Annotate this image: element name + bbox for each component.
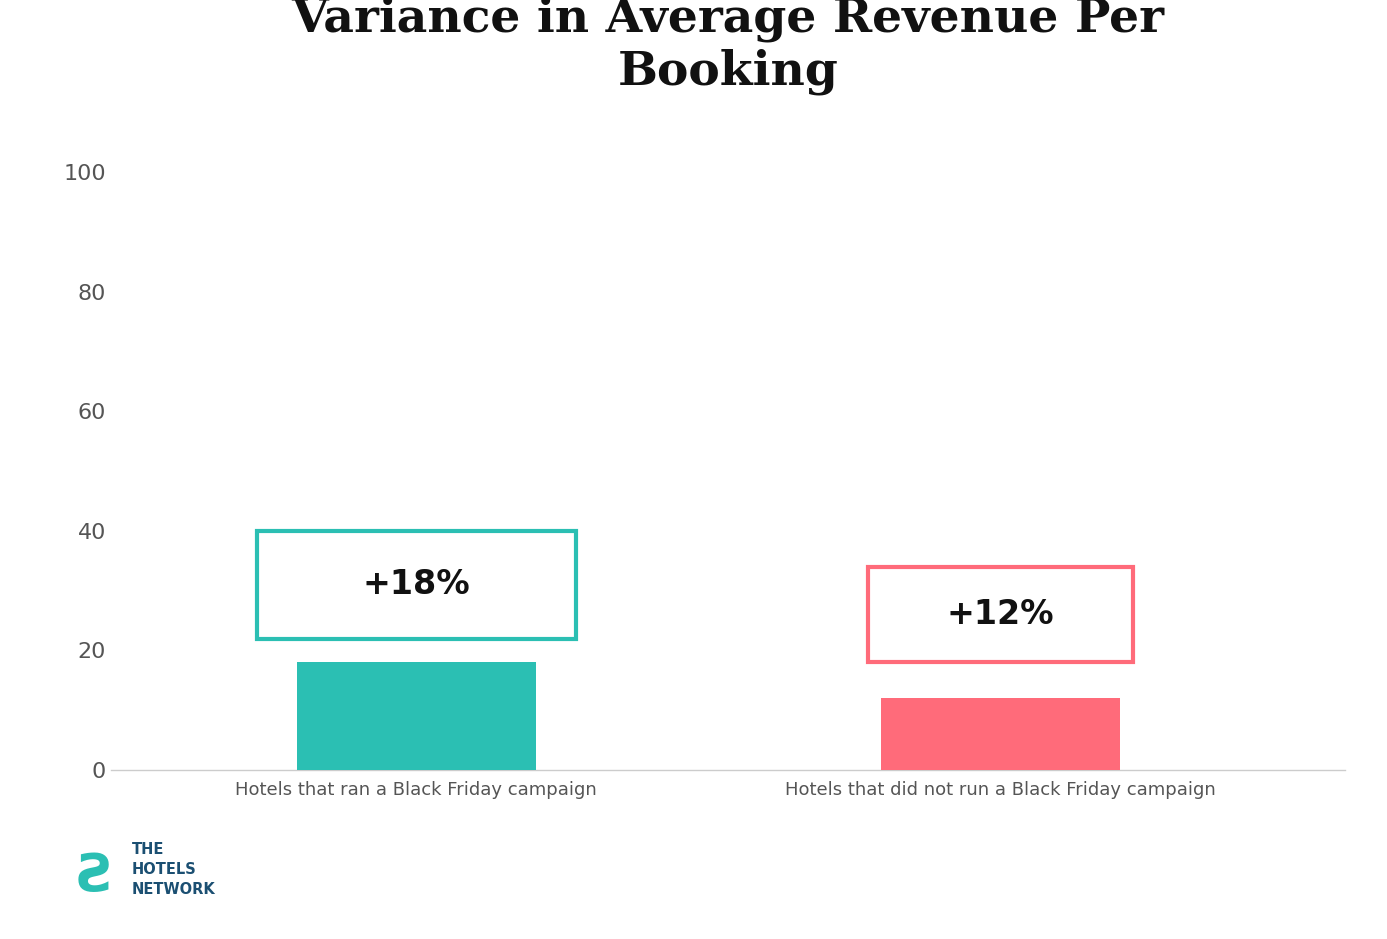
Title: Variance in Average Revenue Per
Booking: Variance in Average Revenue Per Booking (291, 0, 1165, 96)
Bar (881, 699, 1119, 770)
Text: Ƨ: Ƨ (76, 852, 114, 903)
Text: +18%: +18% (362, 568, 470, 601)
FancyBboxPatch shape (867, 567, 1133, 662)
Text: THE
HOTELS
NETWORK: THE HOTELS NETWORK (132, 842, 215, 897)
FancyBboxPatch shape (257, 531, 576, 639)
Bar (297, 662, 535, 770)
Text: +12%: +12% (946, 598, 1054, 631)
